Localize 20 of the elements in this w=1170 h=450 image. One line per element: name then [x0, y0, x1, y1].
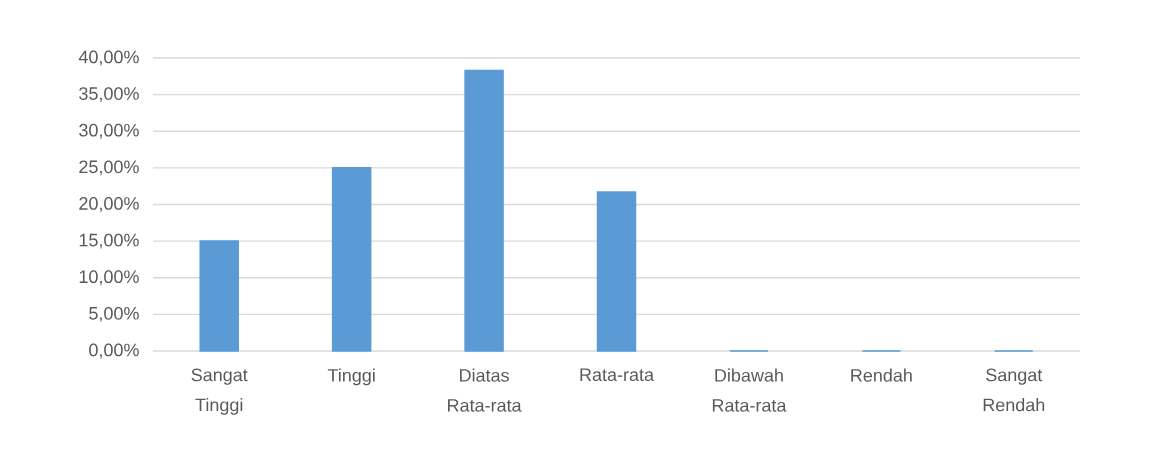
- y-tick-label: 35,00%: [79, 87, 139, 103]
- y-tick-label: 10,00%: [79, 270, 139, 286]
- bar: [331, 167, 372, 352]
- y-tick-label: 40,00%: [78, 50, 139, 66]
- x-tick-label: Diatas Rata-rata: [448, 368, 522, 412]
- x-tick-label: Rendah: [851, 368, 912, 382]
- y-tick-label: 5,00%: [89, 306, 139, 322]
- y-tick-label: 20,00%: [79, 197, 139, 212]
- y-tick-label: 0,00%: [89, 343, 139, 359]
- y-tick-label: 15,00%: [79, 233, 139, 249]
- x-tick-label: Sangat Rendah: [983, 368, 1045, 412]
- bar: [596, 191, 637, 352]
- x-tick-label: Dibawah Rata-rata: [712, 368, 787, 412]
- y-tick-label: 25,00%: [79, 160, 139, 176]
- bar: [464, 69, 504, 352]
- x-tick-label: Tinggi: [327, 368, 375, 386]
- x-tick-label: Sangat Tinggi: [191, 368, 248, 415]
- bar: [199, 240, 239, 352]
- x-tick-label: Rata-rata: [580, 368, 655, 382]
- y-tick-label: 30,00%: [79, 123, 139, 139]
